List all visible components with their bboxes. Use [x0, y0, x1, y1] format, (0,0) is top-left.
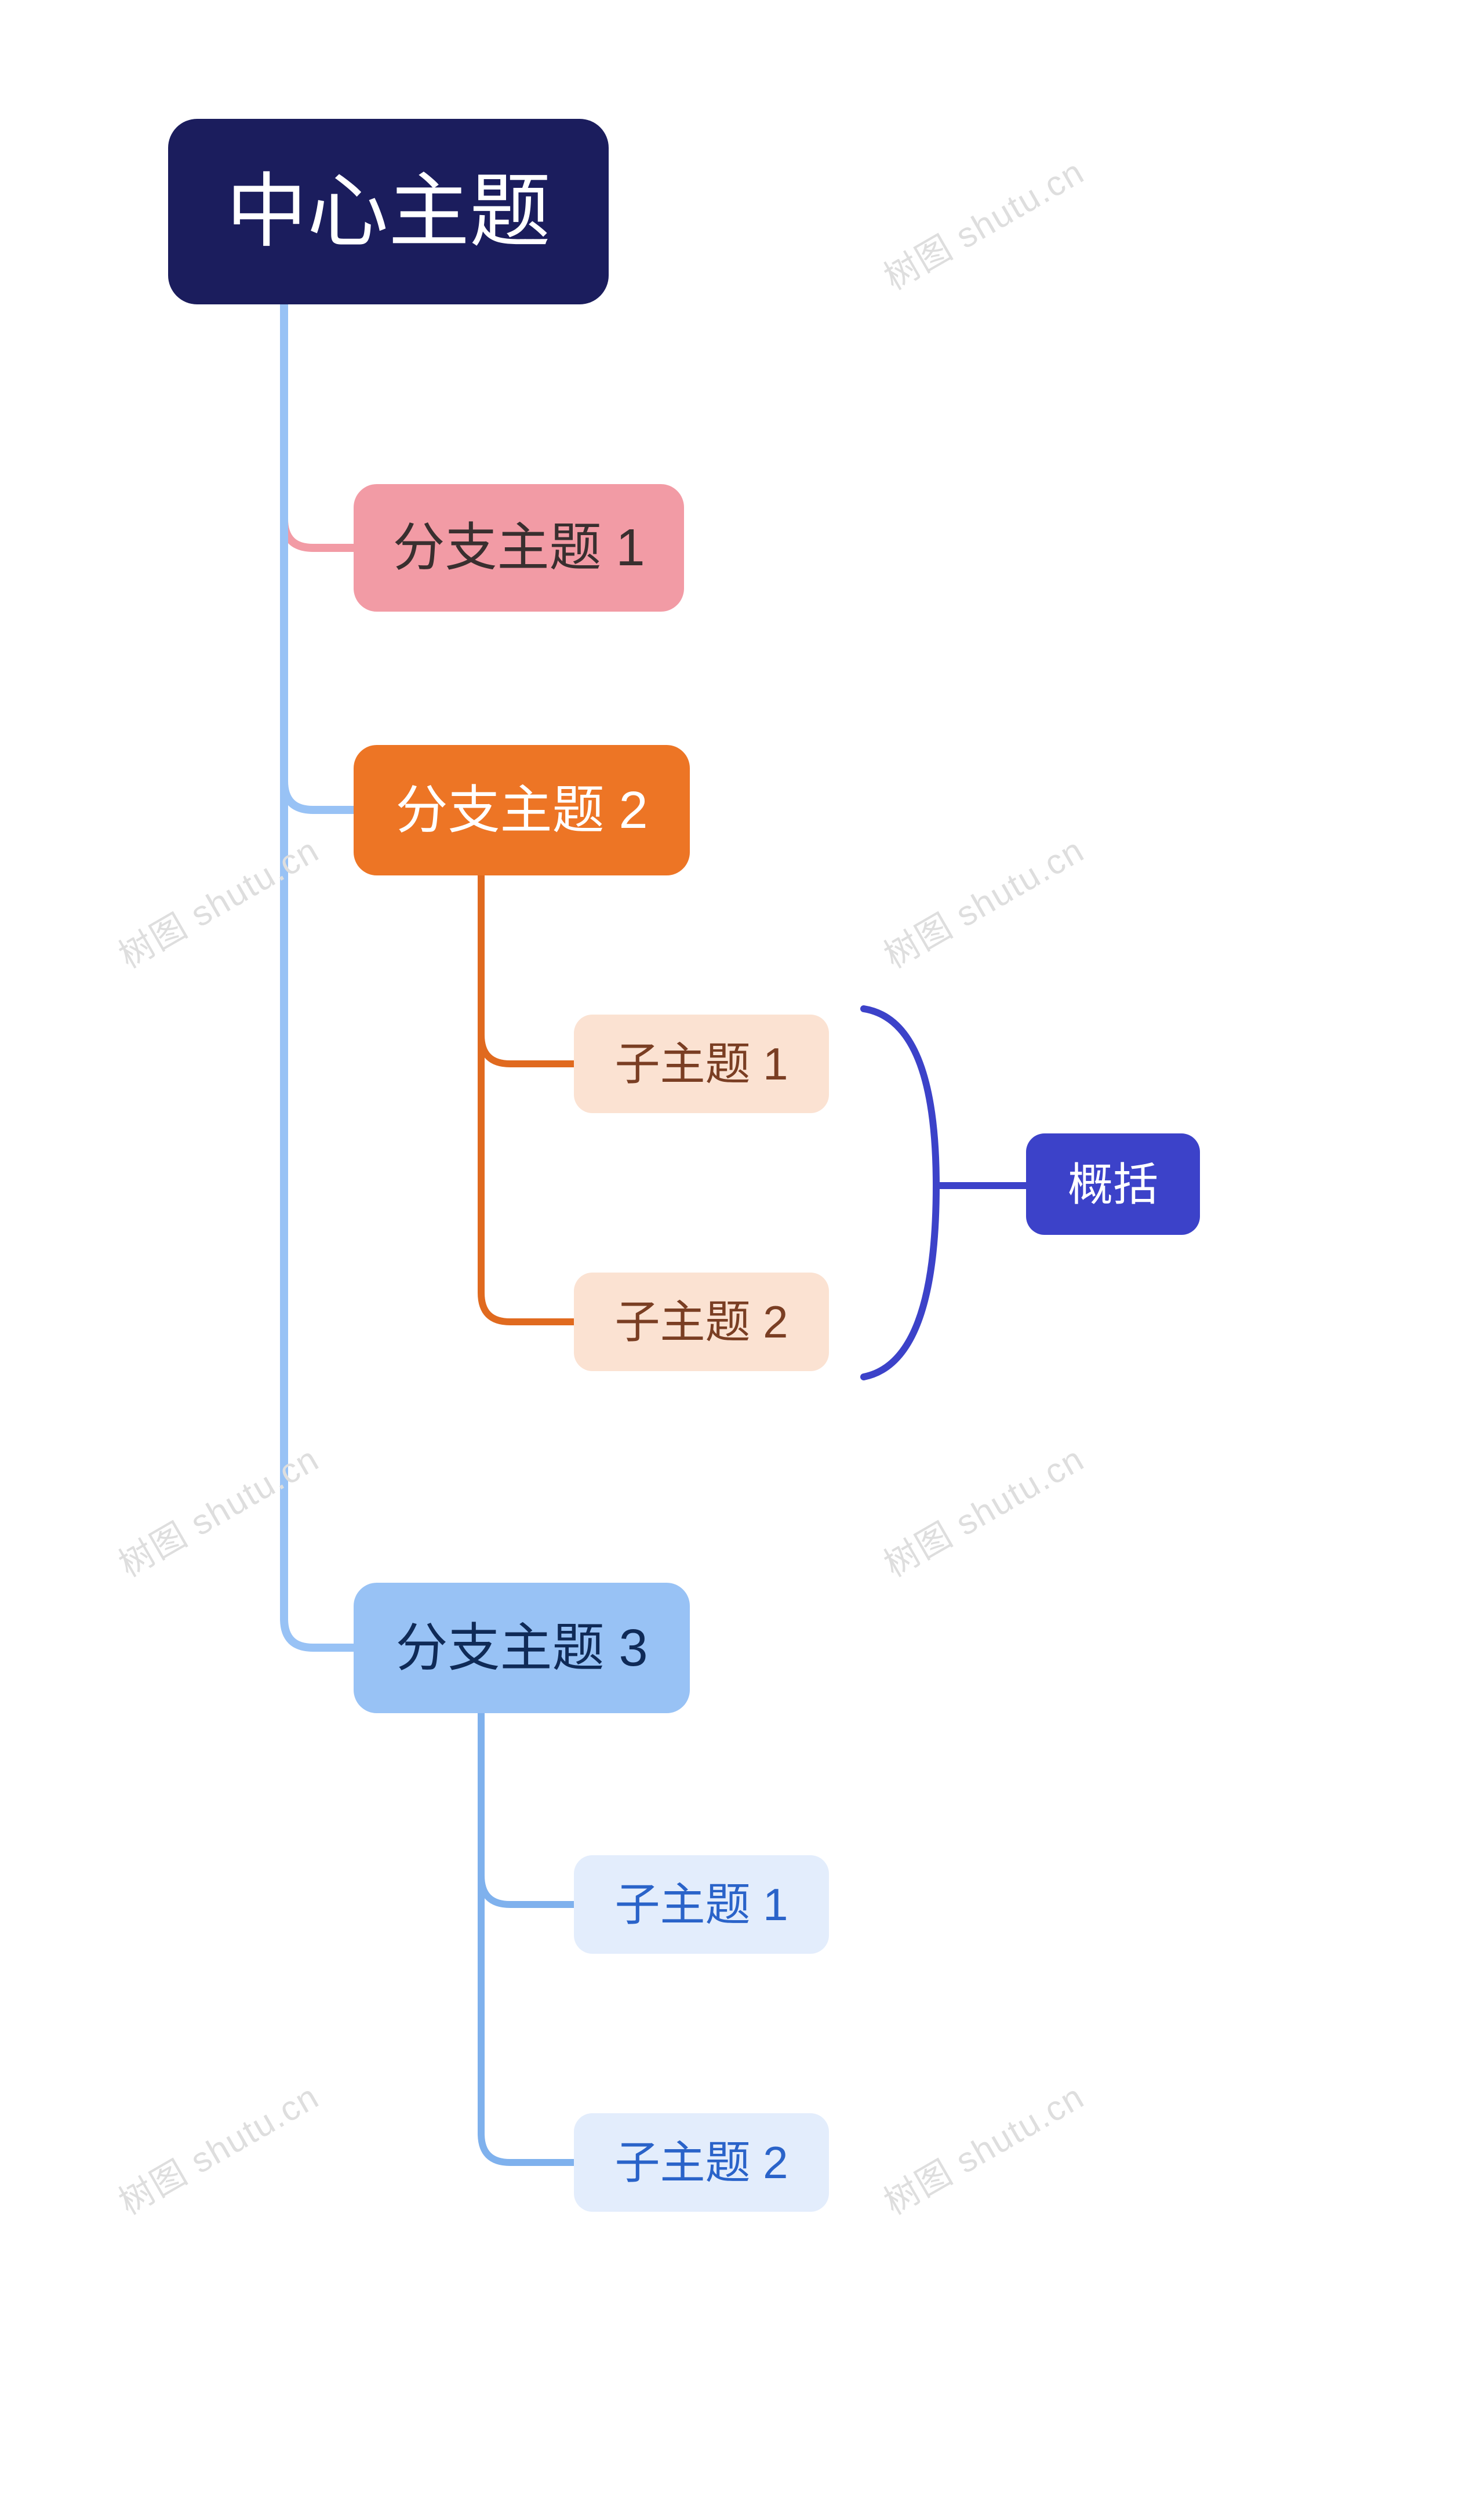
edge-e-root-b1: [284, 304, 354, 548]
mindmap-canvas: 中心主题 分支主题 1 分支主题 2 子主题 1 子主题 2 概括 分支主题 3…: [0, 0, 1484, 2497]
summary-node[interactable]: 概括: [1026, 1133, 1200, 1235]
root-node-label: 中心主题: [226, 171, 551, 252]
watermark-text: 树图 shutu.cn: [108, 1431, 327, 1587]
edge-e-b3-c2: [481, 1713, 574, 2162]
summary-node-label: 概括: [1068, 1162, 1158, 1207]
edge-e-root-b2: [284, 304, 354, 810]
branch-node-2[interactable]: 分支主题 2: [354, 745, 690, 875]
edge-e-b2-c2: [481, 875, 574, 1322]
watermark-text: 树图 shutu.cn: [108, 2069, 327, 2225]
edge-e-root-b3: [284, 304, 354, 1648]
branch-node-1-label: 分支主题 1: [392, 522, 645, 574]
watermark-text: 树图 shutu.cn: [874, 1431, 1092, 1587]
watermark-text: 树图 shutu.cn: [874, 144, 1092, 300]
child-node-2-2-label: 子主题 2: [614, 1299, 788, 1344]
child-node-3-2-label: 子主题 2: [614, 2140, 788, 2185]
branch-node-1[interactable]: 分支主题 1: [354, 484, 684, 612]
branch-node-2-label: 分支主题 2: [395, 784, 648, 837]
child-node-3-1[interactable]: 子主题 1: [574, 1855, 829, 1954]
branch-node-3[interactable]: 分支主题 3: [354, 1583, 690, 1713]
watermark-text: 树图 shutu.cn: [108, 823, 327, 978]
edge-e-b3-c1: [481, 1713, 574, 1904]
root-node[interactable]: 中心主题: [168, 119, 609, 304]
child-node-3-1-label: 子主题 1: [614, 1882, 788, 1927]
child-node-3-2[interactable]: 子主题 2: [574, 2113, 829, 2212]
edge-e-bracket: [864, 1009, 936, 1377]
edge-e-b2-c1: [481, 875, 574, 1064]
child-node-2-1[interactable]: 子主题 1: [574, 1015, 829, 1113]
child-node-2-2[interactable]: 子主题 2: [574, 1273, 829, 1371]
watermark-text: 树图 shutu.cn: [874, 823, 1092, 978]
child-node-2-1-label: 子主题 1: [614, 1041, 788, 1086]
watermark-text: 树图 shutu.cn: [874, 2069, 1092, 2225]
branch-node-3-label: 分支主题 3: [395, 1622, 648, 1674]
